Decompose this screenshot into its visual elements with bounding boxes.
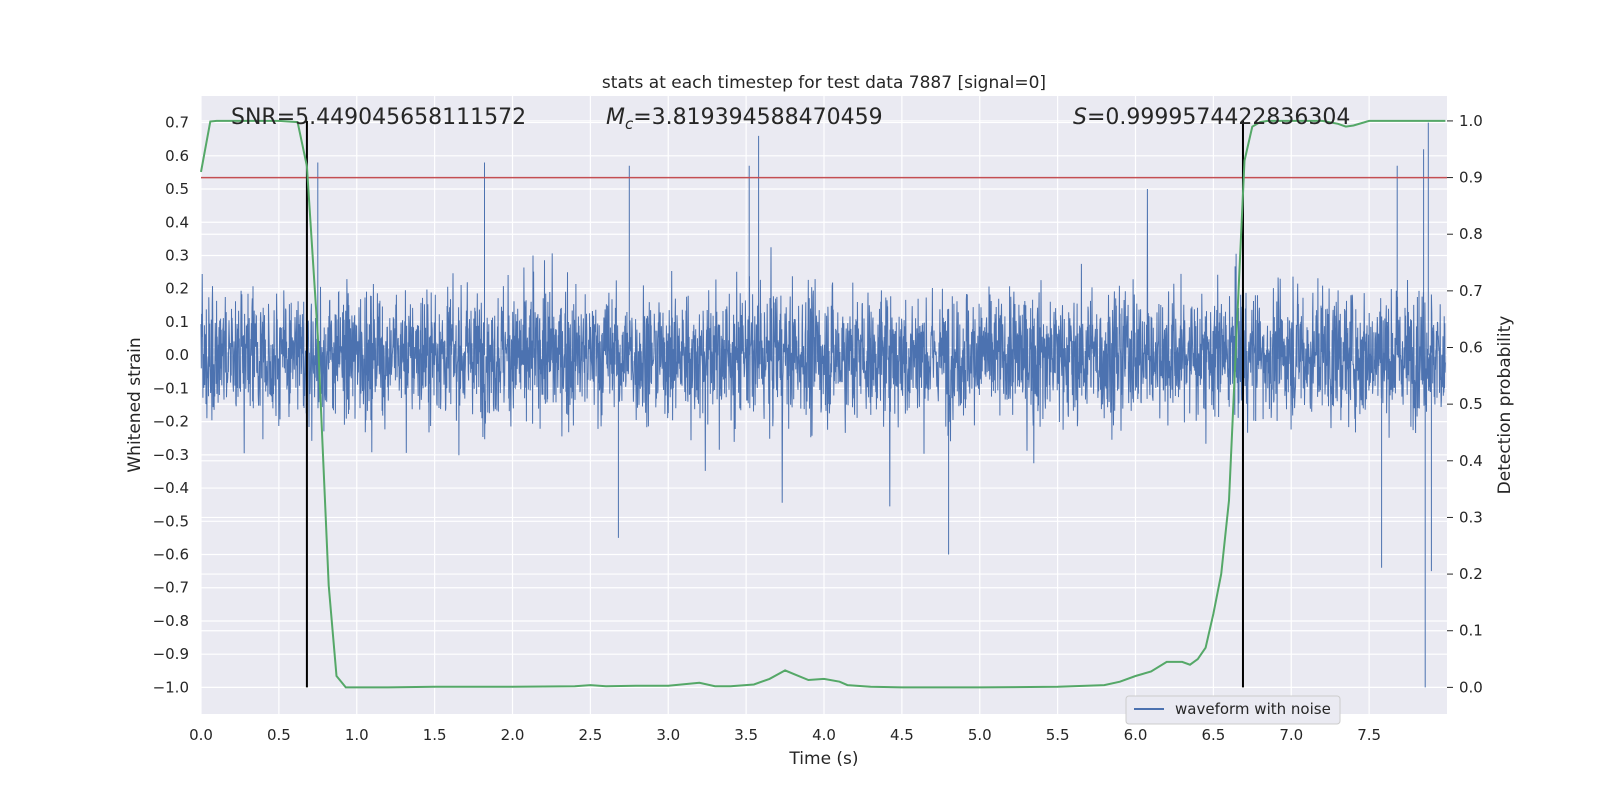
snr-annotation: SNR=5.449045658111572 <box>231 105 526 130</box>
y-tick-label: −0.7 <box>153 579 189 597</box>
x-tick-label: 2.0 <box>501 726 525 744</box>
s-annotation: S=0.9999574422836304 <box>1073 105 1350 130</box>
y-tick-labels: 0.7 0.6 0.5 0.4 0.3 0.2 0.1 0.0 −0.1 −0.2 −0.3 −0.4… <box>153 114 189 697</box>
y-tick-label: 0.7 <box>165 114 189 132</box>
x-tick-label: 7.5 <box>1357 726 1381 744</box>
x-axis-label: Time (s) <box>788 749 858 769</box>
y-tick-label: −0.1 <box>153 379 189 397</box>
y-right-tick-label: 0.2 <box>1459 565 1483 583</box>
y-tick-label: −0.5 <box>153 512 189 530</box>
y-right-tick-label: 0.9 <box>1459 169 1483 187</box>
mc-annotation: Mc=3.819394588470459 <box>606 105 883 133</box>
legend-box <box>1125 695 1341 725</box>
y-right-axis-label: Detection probability <box>1495 316 1515 495</box>
x-tick-labels: 0.0 0.5 1.0 1.5 2.0 2.5 3.0 3.5 4.0 4.5 5.0 5.5 6.0 6… <box>189 726 1381 744</box>
y-right-tick-label: 0.7 <box>1459 282 1483 300</box>
y-tick-label: 0.1 <box>165 313 189 331</box>
x-tick-label: 3.0 <box>656 726 680 744</box>
x-tick-label: 7.0 <box>1279 726 1303 744</box>
x-tick-label: 0.0 <box>189 726 213 744</box>
x-tick-label: 2.5 <box>578 726 602 744</box>
x-tick-label: 5.5 <box>1046 726 1070 744</box>
y-axis-label: Whitened strain <box>125 337 145 472</box>
y-tick-label: 0.6 <box>165 147 189 165</box>
y-right-tick-label: 0.5 <box>1459 395 1483 413</box>
y-tick-label: 0.5 <box>165 180 189 198</box>
y-tick-label: 0.3 <box>165 246 189 264</box>
x-tick-label: 0.5 <box>267 726 291 744</box>
x-tick-label: 1.0 <box>345 726 369 744</box>
waveform-series <box>200 122 1446 688</box>
y-tick-label: 0.2 <box>165 280 189 298</box>
y-tick-label: 0.0 <box>165 346 189 364</box>
grid <box>200 96 1447 714</box>
chart-title: stats at each timestep for test data 788… <box>602 73 1046 93</box>
y-tick-label: −0.2 <box>153 413 189 431</box>
y-right-tick-label: 0.4 <box>1459 452 1483 470</box>
y-tick-label: −0.9 <box>153 645 189 663</box>
y-tick-label: −0.3 <box>153 446 189 464</box>
y-right-tick-label: 1.0 <box>1459 112 1483 130</box>
y-right-tick-label: 0.3 <box>1459 508 1483 526</box>
s-symbol: S <box>1073 105 1087 130</box>
probability-line <box>200 119 1446 689</box>
y-right-tick-label: 0.0 <box>1459 678 1483 696</box>
s-value: =0.9999574422836304 <box>1087 105 1350 130</box>
mc-value: =3.819394588470459 <box>633 105 882 130</box>
y-right-tick-label: 0.8 <box>1459 225 1483 243</box>
waveform-line <box>200 122 1446 688</box>
y-tick-label: −1.0 <box>153 678 189 696</box>
x-tick-label: 6.0 <box>1124 726 1148 744</box>
y-tick-label: −0.8 <box>153 612 189 630</box>
y-right-tick-label: 0.1 <box>1459 622 1483 640</box>
x-tick-label: 5.0 <box>968 726 992 744</box>
x-tick-label: 6.5 <box>1201 726 1225 744</box>
x-tick-label: 1.5 <box>423 726 447 744</box>
x-tick-label: 3.5 <box>734 726 758 744</box>
y-right-tick-labels: 1.0 0.9 0.8 0.7 0.6 0.5 0.4 0.3 0.2 0.1 0.0 <box>1447 112 1483 696</box>
x-tick-label: 4.5 <box>890 726 914 744</box>
probability-series <box>200 119 1446 689</box>
y-right-tick-label: 0.6 <box>1459 339 1483 357</box>
mc-symbol: M <box>606 105 625 130</box>
y-tick-label: 0.4 <box>165 213 189 231</box>
y-tick-label: −0.4 <box>153 479 189 497</box>
legend: waveform with noise <box>1125 695 1341 725</box>
legend-entry: waveform with noise <box>1175 700 1331 718</box>
mc-subscript: c <box>625 115 634 133</box>
x-tick-label: 4.0 <box>812 726 836 744</box>
y-tick-label: −0.6 <box>153 546 189 564</box>
